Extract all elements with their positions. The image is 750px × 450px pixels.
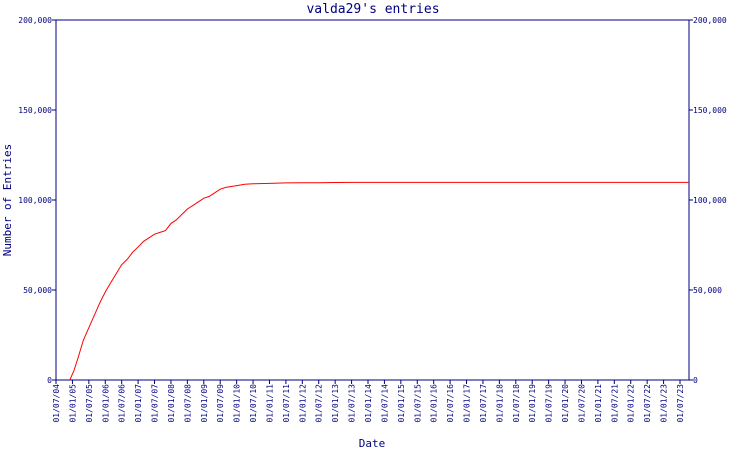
x-tick-label: 01/07/14 <box>380 384 389 423</box>
x-tick-label: 01/01/20 <box>561 384 570 423</box>
y-right-tick-label: 150,000 <box>693 106 727 115</box>
chart-title: valda29's entries <box>306 2 439 17</box>
x-tick-label: 01/01/21 <box>594 384 603 423</box>
x-tick-label: 01/07/11 <box>282 384 291 423</box>
x-tick-label: 01/07/13 <box>348 384 357 423</box>
x-tick-label: 01/01/15 <box>397 384 406 423</box>
x-tick-label: 01/01/08 <box>167 384 176 423</box>
x-tick-label: 01/01/06 <box>101 384 110 423</box>
x-axis-label: Date <box>359 437 386 450</box>
x-tick-label: 01/07/15 <box>413 384 422 423</box>
x-tick-label: 01/01/10 <box>233 384 242 423</box>
x-tick-label: 01/01/17 <box>463 384 472 423</box>
x-tick-label: 01/01/09 <box>200 384 209 423</box>
y-right-tick-label: 200,000 <box>693 16 727 25</box>
x-tick-label: 01/07/08 <box>183 384 192 423</box>
y-right-tick-label: 0 <box>693 376 698 385</box>
x-tick-label: 01/01/11 <box>265 384 274 423</box>
y-right-tick-label: 50,000 <box>693 286 722 295</box>
y-left-tick-label: 150,000 <box>18 106 52 115</box>
x-tick-label: 01/01/22 <box>627 384 636 423</box>
series-line-entries <box>69 181 689 381</box>
x-tick-label: 01/07/07 <box>151 384 160 423</box>
x-tick-label: 01/07/12 <box>315 384 324 423</box>
x-tick-label: 01/07/21 <box>610 384 619 423</box>
x-tick-label: 01/01/05 <box>68 384 77 423</box>
plot-frame <box>55 19 690 381</box>
x-tick-label: 01/07/10 <box>249 384 258 423</box>
x-tick-label: 01/07/17 <box>479 384 488 423</box>
y-left-tick-label: 100,000 <box>18 196 52 205</box>
x-tick-label: 01/01/12 <box>298 384 307 423</box>
x-tick-label: 01/07/09 <box>216 384 225 423</box>
x-tick-label: 01/07/18 <box>512 384 521 423</box>
y-axis-label: Number of Entries <box>1 144 14 257</box>
x-tick-label: 01/07/23 <box>676 384 685 423</box>
x-tick-label: 01/01/19 <box>528 384 537 423</box>
x-tick-label: 01/07/16 <box>446 384 455 423</box>
x-tick-label: 01/07/19 <box>545 384 554 423</box>
y-right-tick-label: 100,000 <box>693 196 727 205</box>
x-tick-label: 01/07/20 <box>577 384 586 423</box>
y-left-tick-label: 200,000 <box>18 16 52 25</box>
x-tick-label: 01/07/04 <box>52 384 61 423</box>
x-tick-label: 01/01/14 <box>364 384 373 423</box>
y-left-tick-label: 0 <box>47 376 52 385</box>
x-axis: 01/07/04 01/01/05 01/07/05 01/01/06 01/07/06… <box>52 380 685 423</box>
x-tick-label: 01/01/07 <box>134 384 143 423</box>
y-axis-right: 0 50,000 100,000 150,000 200,000 <box>689 16 727 385</box>
x-tick-label: 01/07/06 <box>118 384 127 423</box>
x-tick-label: 01/07/22 <box>643 384 652 423</box>
x-tick-label: 01/01/23 <box>660 384 669 423</box>
x-tick-label: 01/01/13 <box>331 384 340 423</box>
y-left-tick-label: 50,000 <box>23 286 52 295</box>
y-axis-left: 0 50,000 100,000 150,000 200,000 <box>18 16 56 385</box>
x-tick-label: 01/07/05 <box>85 384 94 423</box>
x-tick-label: 01/01/16 <box>430 384 439 423</box>
x-tick-label: 01/01/18 <box>495 384 504 423</box>
